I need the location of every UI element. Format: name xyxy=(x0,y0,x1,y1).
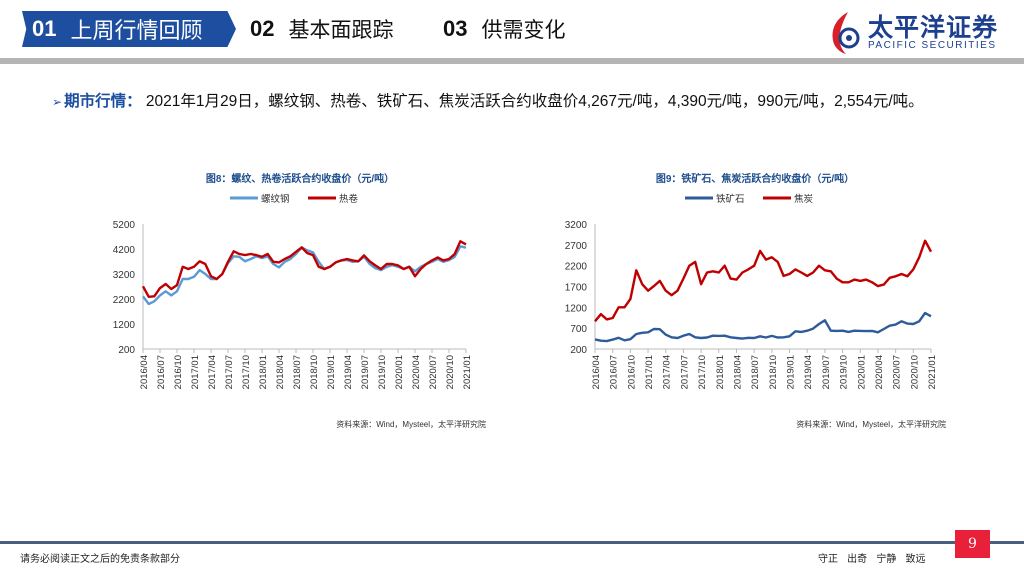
summary-text: 2021年1月29日，螺纹钢、热卷、铁矿石、焦炭活跃合约收盘价4,267元/吨，… xyxy=(145,93,924,110)
x-tick-label: 2020/04 xyxy=(411,355,422,389)
tab-number: 03 xyxy=(443,16,468,41)
y-tick-label: 2200 xyxy=(565,262,588,273)
x-tick-label: 2020/10 xyxy=(445,355,456,389)
x-tick-label: 2020/07 xyxy=(892,355,903,389)
x-tick-label: 2018/10 xyxy=(309,355,320,389)
x-tick-label: 2019/07 xyxy=(821,355,832,389)
x-tick-label: 2019/10 xyxy=(839,355,850,389)
x-tick-label: 2016/04 xyxy=(591,355,602,389)
logo-mark-icon xyxy=(832,12,860,54)
y-tick-label: 1200 xyxy=(113,320,136,331)
tab-number: 02 xyxy=(250,16,275,41)
x-tick-label: 2020/10 xyxy=(909,355,920,389)
x-tick-label: 2017/04 xyxy=(207,355,218,389)
logo-text-en: PACIFIC SECURITIES xyxy=(868,40,997,51)
logo-text-cn: 太平洋证券 xyxy=(868,13,999,42)
market-summary: ➢ 期市行情： 2021年1月29日，螺纹钢、热卷、铁矿石、焦炭活跃合约收盘价4,… xyxy=(52,88,972,116)
y-tick-label: 700 xyxy=(570,324,587,335)
x-tick-label: 2018/07 xyxy=(750,355,761,389)
x-tick-label: 2019/01 xyxy=(786,355,797,389)
chart-source: 资料来源：Wind，Mysteel，太平洋研究院 xyxy=(796,419,946,429)
header-divider xyxy=(0,58,1024,64)
x-tick-label: 2018/04 xyxy=(732,355,743,389)
tab-fundamentals[interactable]: 02 基本面跟踪 xyxy=(250,11,393,47)
x-tick-label: 2018/01 xyxy=(715,355,726,389)
x-tick-label: 2016/10 xyxy=(173,355,184,389)
tab-label: 供需变化 xyxy=(481,18,566,42)
x-tick-label: 2021/01 xyxy=(927,355,938,389)
tab-label: 上周行情回顾 xyxy=(70,19,203,44)
legend-label: 铁矿石 xyxy=(716,193,745,205)
x-tick-label: 2018/01 xyxy=(258,355,269,389)
x-tick-label: 2018/10 xyxy=(768,355,779,389)
y-tick-label: 2200 xyxy=(113,295,136,306)
y-tick-label: 3200 xyxy=(113,270,136,281)
y-tick-label: 3200 xyxy=(565,220,588,231)
bullet-arrow-icon: ➢ xyxy=(52,95,63,109)
y-tick-label: 4200 xyxy=(113,245,136,256)
company-logo: 太平洋证券 PACIFIC SECURITIES xyxy=(828,8,1018,56)
x-tick-label: 2017/10 xyxy=(241,355,252,389)
x-tick-label: 2016/10 xyxy=(626,355,637,389)
page-number: 9 xyxy=(955,530,990,558)
x-tick-label: 2020/04 xyxy=(874,355,885,389)
x-tick-label: 2020/07 xyxy=(428,355,439,389)
legend-label: 热卷 xyxy=(339,193,359,205)
footer-disclaimer: 请务必阅读正文之后的免责条款部分 xyxy=(20,554,180,565)
y-tick-label: 1200 xyxy=(565,303,588,314)
x-tick-label: 2020/01 xyxy=(856,355,867,389)
footer-divider xyxy=(0,541,1024,544)
x-tick-label: 2017/07 xyxy=(224,355,235,389)
tab-supply-demand[interactable]: 03 供需变化 xyxy=(443,11,565,47)
chart-iron-ore-coke: 图9：铁矿石、焦炭活跃合约收盘价（元/吨） 铁矿石 焦炭 3200 2700 2200 17… xyxy=(565,172,946,429)
tab-label: 基本面跟踪 xyxy=(288,18,394,42)
x-tick-label: 2017/10 xyxy=(697,355,708,389)
x-tick-label: 2017/04 xyxy=(662,355,673,389)
x-tick-label: 2017/01 xyxy=(644,355,655,389)
series-line-螺纹钢 xyxy=(142,245,467,306)
x-tick-label: 2016/04 xyxy=(139,355,150,389)
y-tick-label: 200 xyxy=(118,345,135,356)
chart-source: 资料来源：Wind，Mysteel，太平洋研究院 xyxy=(336,419,486,429)
x-tick-label: 2019/01 xyxy=(326,355,337,389)
x-tick-label: 2018/04 xyxy=(275,355,286,389)
x-tick-label: 2016/07 xyxy=(156,355,167,389)
x-tick-label: 2020/01 xyxy=(394,355,405,389)
x-tick-label: 2016/07 xyxy=(609,355,620,389)
x-tick-label: 2019/07 xyxy=(360,355,371,389)
series-line-热卷 xyxy=(141,240,467,299)
x-tick-label: 2017/01 xyxy=(190,355,201,389)
y-tick-label: 1700 xyxy=(565,283,588,294)
summary-label: 期市行情： xyxy=(64,93,142,110)
x-tick-label: 2017/07 xyxy=(679,355,690,389)
y-tick-label: 2700 xyxy=(565,241,588,252)
chart-title: 图9：铁矿石、焦炭活跃合约收盘价（元/吨） xyxy=(656,172,854,185)
x-tick-label: 2021/01 xyxy=(462,355,473,389)
x-tick-label: 2019/10 xyxy=(377,355,388,389)
x-tick-label: 2018/07 xyxy=(292,355,303,389)
y-tick-label: 5200 xyxy=(113,220,136,231)
y-tick-label: 200 xyxy=(570,345,587,356)
chart-title: 图8：螺纹、热卷活跃合约收盘价（元/吨） xyxy=(206,172,394,185)
series-line-铁矿石 xyxy=(594,311,932,343)
legend-label: 焦炭 xyxy=(794,193,814,205)
tab-number: 01 xyxy=(32,16,57,41)
series-line-焦炭 xyxy=(594,239,933,323)
chart-rebar-hrc: 图8：螺纹、热卷活跃合约收盘价（元/吨） 螺纹钢 热卷 5200 4200 3200 220… xyxy=(113,172,486,429)
x-tick-label: 2019/04 xyxy=(803,355,814,389)
legend-label: 螺纹钢 xyxy=(261,193,290,205)
footer-motto: 守正 出奇 宁静 致远 xyxy=(818,554,926,565)
x-tick-label: 2019/04 xyxy=(343,355,354,389)
tab-market-review[interactable]: 01 上周行情回顾 xyxy=(22,11,236,47)
